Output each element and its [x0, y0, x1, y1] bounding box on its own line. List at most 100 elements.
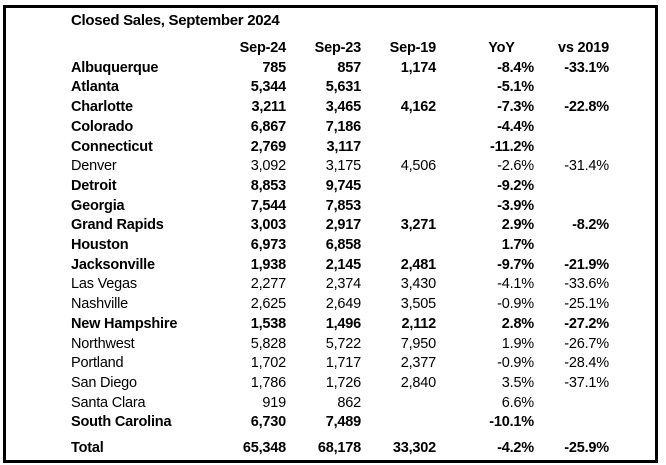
table-row: Connecticut 2,769 3,117 -11.2% — [66, 138, 614, 158]
table-row: Houston 6,973 6,858 1.7% — [66, 236, 614, 256]
cell-vs2019 — [539, 138, 614, 158]
cell-sep19: 4,506 — [400, 158, 436, 175]
total-row: Total 65,348 68,178 33,302 -4.2% -25.9% — [66, 433, 614, 459]
cell-name: Total — [71, 440, 104, 457]
cell-yoy: 3.5% — [501, 374, 534, 391]
cell-sep19: 2,112 — [401, 315, 437, 332]
table-row: Detroit 8,853 9,745 -9.2% — [66, 177, 614, 197]
cell-sep23: 2,145 — [325, 256, 361, 273]
cell-vs2019: -21.9% — [564, 256, 609, 273]
cell-name: Santa Clara — [71, 394, 146, 411]
cell-yoy: -11.2% — [490, 138, 534, 155]
table-row: Portland 1,702 1,717 2,377 -0.9% -28.4% — [66, 354, 614, 374]
cell-sep23: 6,858 — [325, 237, 361, 254]
cell-name: San Diego — [71, 374, 137, 391]
cell-sep19 — [366, 413, 441, 433]
cell-name: Nashville — [71, 296, 129, 313]
cell-yoy: -9.2% — [497, 177, 534, 194]
table-row: Grand Rapids 3,003 2,917 3,271 2.9% -8.2% — [66, 216, 614, 236]
cell-name: Charlotte — [71, 99, 133, 116]
table-frame — [3, 5, 658, 463]
cell-vs2019 — [539, 413, 614, 433]
cell-vs2019 — [539, 118, 614, 138]
table-row: Colorado 6,867 7,186 -4.4% — [66, 118, 614, 138]
cell-sep24: 919 — [262, 394, 286, 411]
cell-sep24: 1,786 — [250, 374, 286, 391]
cell-name: Portland — [71, 355, 124, 372]
cell-sep19: 2,840 — [400, 374, 436, 391]
cell-name: Jacksonville — [71, 256, 155, 273]
table-row: Nashville 2,625 2,649 3,505 -0.9% -25.1% — [66, 295, 614, 315]
table-row: Charlotte 3,211 3,465 4,162 -7.3% -22.8% — [66, 98, 614, 118]
cell-name: Houston — [71, 237, 129, 254]
cell-sep24: 6,730 — [250, 414, 286, 431]
cell-sep24: 2,769 — [250, 138, 286, 155]
cell-sep23: 3,465 — [325, 99, 361, 116]
header-yoy: YoY — [488, 40, 515, 56]
cell-sep19: 3,430 — [400, 276, 436, 293]
cell-yoy: -9.7% — [497, 256, 534, 273]
cell-yoy: -0.9% — [497, 355, 534, 372]
cell-sep24: 65,348 — [242, 440, 286, 457]
cell-sep24: 7,544 — [250, 197, 286, 214]
cell-sep23: 1,726 — [325, 374, 361, 391]
cell-sep24: 3,092 — [250, 158, 286, 175]
cell-yoy: -7.3% — [497, 99, 534, 116]
cell-sep23: 3,117 — [326, 138, 362, 155]
table-row: Atlanta 5,344 5,631 -5.1% — [66, 78, 614, 98]
cell-sep24: 6,867 — [250, 118, 286, 135]
cell-sep24: 8,853 — [250, 177, 286, 194]
cell-vs2019 — [539, 78, 614, 98]
cell-yoy: 2.9% — [501, 217, 534, 234]
table-row: Santa Clara 919 862 6.6% — [66, 394, 614, 414]
cell-sep19: 3,271 — [400, 217, 436, 234]
cell-yoy: -4.2% — [497, 440, 534, 457]
cell-sep19: 2,481 — [400, 256, 436, 273]
cell-sep23: 857 — [337, 59, 361, 76]
cell-yoy: -10.1% — [489, 414, 534, 431]
cell-sep19: 4,162 — [400, 99, 436, 116]
cell-vs2019: -27.2% — [564, 315, 609, 332]
cell-sep19 — [366, 138, 441, 158]
cell-sep24: 3,211 — [251, 99, 287, 116]
cell-vs2019: -33.1% — [564, 59, 609, 76]
cell-yoy: -5.1% — [497, 79, 534, 96]
header-sep19: Sep-19 — [389, 40, 437, 56]
cell-sep24: 3,003 — [250, 217, 286, 234]
cell-sep19 — [366, 118, 441, 138]
cell-yoy: 6.6% — [501, 394, 534, 411]
cell-vs2019: -25.1% — [564, 296, 609, 313]
header-name — [66, 39, 216, 59]
cell-name: Las Vegas — [71, 276, 137, 293]
cell-name: Atlanta — [71, 79, 119, 96]
cell-name: Detroit — [71, 177, 117, 194]
table-row: Las Vegas 2,277 2,374 3,430 -4.1% -33.6% — [66, 275, 614, 295]
cell-yoy: 1.7% — [501, 237, 534, 254]
cell-name: Georgia — [71, 197, 125, 214]
cell-sep23: 3,175 — [325, 158, 361, 175]
cell-yoy: -0.9% — [497, 296, 534, 313]
cell-sep23: 7,186 — [325, 118, 361, 135]
cell-yoy: -4.1% — [497, 276, 534, 293]
cell-vs2019 — [539, 177, 614, 197]
table-row: Jacksonville 1,938 2,145 2,481 -9.7% -21.9% — [66, 256, 614, 276]
cell-sep23: 7,853 — [325, 197, 361, 214]
cell-yoy: 1.9% — [501, 335, 534, 352]
cell-sep23: 862 — [337, 394, 361, 411]
table-row: South Carolina 6,730 7,489 -10.1% — [66, 413, 614, 433]
cell-vs2019 — [539, 197, 614, 217]
cell-yoy: -3.9% — [497, 197, 534, 214]
cell-sep23: 68,178 — [317, 440, 361, 457]
cell-sep24: 1,938 — [250, 256, 286, 273]
closed-sales-table: Sep-24 Sep-23 Sep-19 YoY vs 2019 Albuque… — [66, 39, 614, 459]
cell-sep23: 2,374 — [325, 276, 361, 293]
cell-name: Colorado — [71, 118, 134, 135]
cell-vs2019: -8.2% — [572, 217, 609, 234]
cell-sep24: 2,625 — [250, 296, 286, 313]
cell-sep24: 6,973 — [250, 237, 286, 254]
cell-name: Denver — [71, 158, 117, 175]
cell-sep23: 7,489 — [325, 414, 361, 431]
header-row: Sep-24 Sep-23 Sep-19 YoY vs 2019 — [66, 39, 614, 59]
cell-sep19 — [366, 236, 441, 256]
table-title: Closed Sales, September 2024 — [71, 12, 280, 29]
